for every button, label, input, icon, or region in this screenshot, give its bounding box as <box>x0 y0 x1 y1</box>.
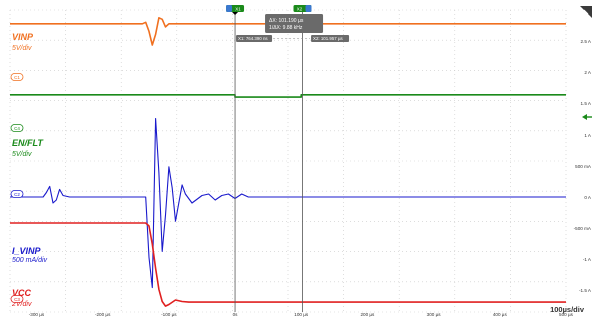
x-tick-label: 300 µs <box>427 312 442 317</box>
cursor-x2-tag: X2 <box>297 7 303 12</box>
y-tick-labels: 2.5 A 2 A 1.5 A 1 A 500 mA 0 A -500 mA -1 A -1.5… <box>574 39 592 293</box>
x-tick-label: -300 µs <box>29 312 45 317</box>
delta-x-value: ΔX: 101.190 µs <box>269 18 304 24</box>
cursor-delta-readout: ΔX: 101.190 µs1/ΔX: 9.88 kHz <box>265 14 324 33</box>
delta-readout-box <box>265 14 324 33</box>
channel-scale-label: 5V/div <box>12 45 32 52</box>
badge-box <box>236 35 273 42</box>
channel-tag-outline <box>10 295 24 303</box>
y-tick-label: -1.5 A <box>579 288 592 293</box>
x-tick-label: -200 µs <box>95 312 111 317</box>
x-tick-label: 400 µs <box>493 312 508 317</box>
cursor-x2-value: X2: 101.957 µs <box>313 36 343 41</box>
x-tick-labels: -300 µs -200 µs -100 µs 0s 100 µs 200 µs 300 µ… <box>29 312 574 317</box>
y-tick-label: 1 A <box>584 133 592 138</box>
trace-i-vinp <box>10 117 566 289</box>
grid <box>9 9 567 313</box>
y-tick-label: 500 mA <box>575 164 592 169</box>
y-tick-label: -500 mA <box>574 226 592 231</box>
channel-name-label: I_VINP <box>12 246 42 256</box>
corner-menu-icon[interactable] <box>580 6 592 18</box>
channel-tag-text: C2 <box>14 192 20 197</box>
channel-name-label: EN/FLT <box>12 138 44 148</box>
y-tick-label: 0 A <box>584 195 592 200</box>
inverse-delta-x-value: 1/ΔX: 9.88 kHz <box>269 25 303 31</box>
channel-tag-badge[interactable]: C2 <box>10 190 24 198</box>
x-tick-label: 200 µs <box>360 312 375 317</box>
cursor-handle-marker <box>226 5 233 12</box>
channel-name-label: VINP <box>12 32 34 42</box>
x-tick-label: 100 µs <box>294 312 309 317</box>
y-tick-label: 2 A <box>584 70 592 75</box>
y-tick-label: 2.5 A <box>581 39 592 44</box>
trigger-level-arrow-icon[interactable] <box>582 114 592 120</box>
channel-tag-outline <box>10 73 24 81</box>
cursor-handle-marker <box>305 5 312 12</box>
channel-name-label: VCC <box>12 288 32 298</box>
channel-scale-label: 2V/div <box>11 301 32 308</box>
traces <box>10 16 566 307</box>
x-tick-label: 0s <box>233 312 239 317</box>
cursor-x1-value: X1: 764.390 ns <box>238 36 268 41</box>
channel-tag-outline <box>10 190 24 198</box>
trace-en-flt <box>10 94 566 98</box>
channel-tag-text: C3 <box>14 297 20 302</box>
channel-tag-badge[interactable]: C3 <box>10 295 24 303</box>
trigger-position-icon <box>232 12 239 15</box>
cursor-x1-value-badge: X1: 764.390 ns <box>236 35 273 42</box>
channel-tag-badge[interactable]: C4 <box>10 124 24 132</box>
cursor-x2-handle[interactable]: X2 <box>293 5 312 12</box>
channel-scale-label: 500 mA/div <box>12 257 48 264</box>
cursor-x2-value-badge: X2: 101.957 µs <box>311 35 350 42</box>
cursor-x1-handle[interactable]: X1 <box>226 5 245 15</box>
channel-scale-label: 5V/div <box>12 151 32 158</box>
x-tick-label: 500 µs <box>559 312 574 317</box>
channel-tag-outline <box>10 124 24 132</box>
channel-tag-badge[interactable]: C1 <box>10 73 24 81</box>
channel-tag-text: C4 <box>14 126 20 131</box>
trace-vcc <box>10 222 566 307</box>
x-axis-scale-label: 100µs/div <box>550 305 585 314</box>
badge-box <box>311 35 350 42</box>
channel-tag-text: C1 <box>14 75 20 80</box>
x-tick-label: -100 µs <box>161 312 177 317</box>
trace-vinp <box>10 16 566 46</box>
cursor-x1-tag: X1 <box>235 7 241 12</box>
y-tick-label: -1 A <box>583 257 592 262</box>
y-tick-label: 1.5 A <box>581 101 592 106</box>
